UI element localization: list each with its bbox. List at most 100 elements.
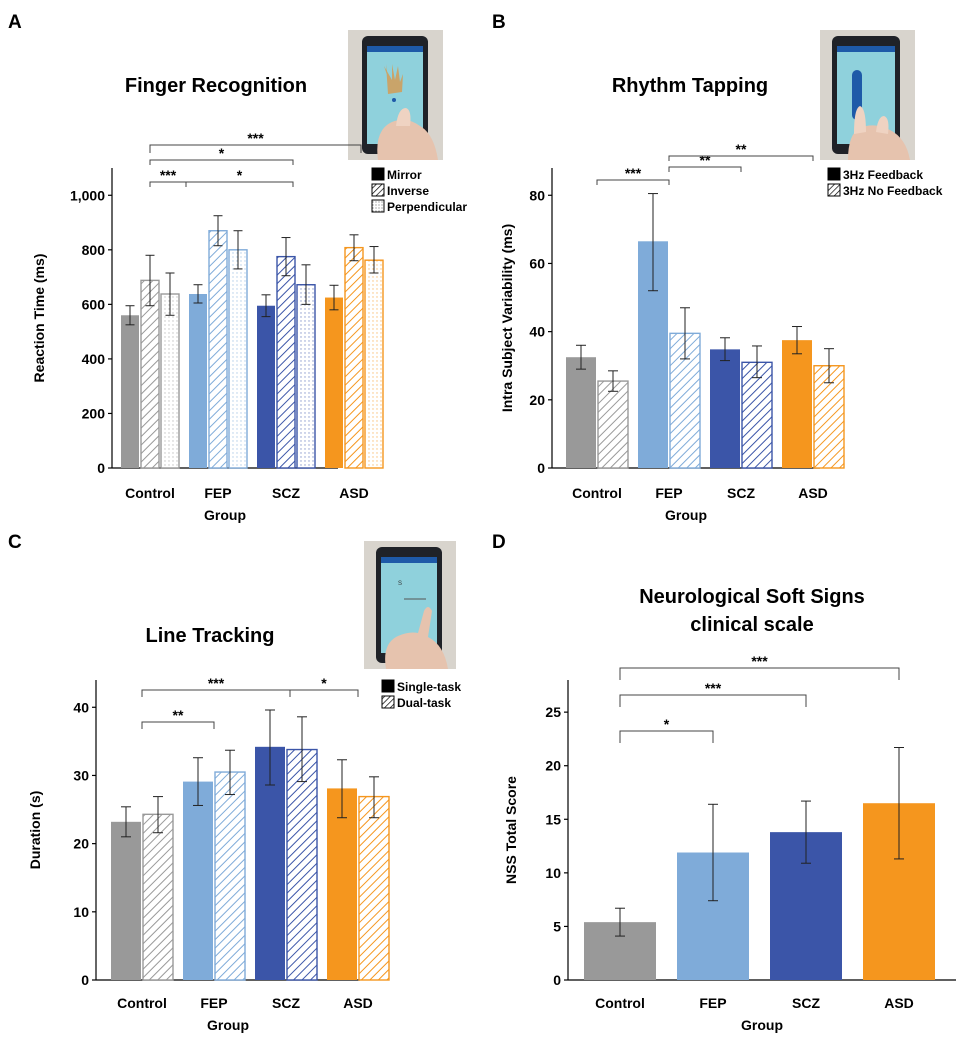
error-bar — [337, 759, 347, 819]
x-tick-label-fep: FEP — [699, 995, 726, 1011]
bar-scz-3hz-no-feedback — [741, 361, 773, 469]
significance-bracket: * — [185, 167, 294, 187]
error-bar — [608, 370, 618, 392]
y-tick-label: 0 — [97, 460, 105, 476]
y-tick-label: 60 — [529, 255, 545, 271]
y-tick-label: 200 — [82, 405, 106, 421]
y-axis-label: Reaction Time (ms) — [31, 254, 47, 383]
x-tick-label-control: Control — [125, 485, 175, 501]
bar-scz-mirror — [257, 305, 275, 468]
y-tick-label: 80 — [529, 187, 545, 203]
bar-control-mirror — [121, 315, 139, 468]
bar-scz-perpendicular — [296, 284, 316, 469]
x-tick-label-scz: SCZ — [727, 485, 755, 501]
plot-rhythm-tapping: 0 20 40 60 80 Intra Subject Variability (ms) C… — [499, 141, 943, 523]
significance-bracket: *** — [619, 653, 900, 680]
legend-swatch — [371, 183, 385, 197]
y-tick-label: 10 — [73, 904, 89, 920]
bar-asd-single-task — [327, 788, 357, 980]
legend: Single-task Dual-task — [381, 679, 461, 710]
significance-label: * — [321, 675, 327, 691]
error-bar — [121, 806, 131, 838]
bar-scz-inverse — [276, 255, 296, 469]
error-bar — [329, 284, 339, 311]
error-bar — [615, 907, 625, 937]
y-tick-label: 0 — [553, 972, 561, 988]
significance-bracket: *** — [596, 165, 670, 185]
bar-scz-3hz-feedback — [710, 349, 740, 468]
error-bar — [233, 230, 243, 270]
legend-swatch — [827, 183, 841, 197]
y-tick-label: 20 — [545, 758, 561, 774]
error-bar — [648, 193, 658, 292]
panel-letter-d: D — [492, 532, 506, 553]
y-tick-label: 400 — [82, 351, 106, 367]
x-tick-label-control: Control — [572, 485, 622, 501]
legend: Mirror Inverse Perpendicular — [371, 167, 467, 214]
panel-letter-a: A — [8, 12, 22, 33]
x-tick-label-fep: FEP — [204, 485, 231, 501]
y-tick-label: 20 — [529, 392, 545, 408]
x-tick-label-scz: SCZ — [792, 995, 820, 1011]
x-tick-label-scz: SCZ — [272, 485, 300, 501]
legend-label: Dual-task — [397, 696, 451, 710]
x-tick-label-asd: ASD — [884, 995, 914, 1011]
legend-label: Inverse — [387, 184, 429, 198]
bar-control-3hz-feedback — [566, 357, 596, 468]
x-tick-label-asd: ASD — [339, 485, 369, 501]
y-tick-label: 800 — [82, 242, 106, 258]
significance-label: ** — [173, 707, 184, 723]
y-axis-label: Intra Subject Variability (ms) — [499, 224, 515, 412]
bar-fep-dual-task — [214, 771, 246, 981]
y-tick-label: 10 — [545, 865, 561, 881]
bar-asd-dual-task — [358, 795, 390, 981]
chart-title-d-line1: Neurological Soft Signs — [639, 586, 865, 608]
chart-title-a: Finger Recognition — [125, 75, 307, 97]
error-bar — [576, 344, 586, 370]
error-bar — [193, 284, 203, 304]
legend-label: Mirror — [387, 168, 422, 182]
plot-line-tracking: 0 10 20 30 40 Duration (s) Control FEP SCZ ASD Gro… — [27, 675, 461, 1033]
error-bar — [369, 776, 379, 819]
significance-label: *** — [208, 675, 225, 691]
bar-fep-mirror — [189, 294, 207, 468]
bar-asd-mirror — [325, 297, 343, 468]
inset-photo-b — [820, 30, 915, 160]
bar-control-3hz-no-feedback — [597, 380, 629, 469]
significance-bracket: ** — [668, 141, 814, 161]
error-bar — [125, 305, 135, 326]
error-bar — [213, 215, 223, 247]
significance-bracket: *** — [149, 130, 362, 153]
significance-label: * — [219, 145, 225, 161]
legend-swatch — [827, 167, 841, 181]
significance-bracket: * — [619, 716, 714, 743]
error-bar — [894, 747, 904, 860]
y-tick-label: 0 — [81, 972, 89, 988]
legend-label: 3Hz Feedback — [843, 168, 923, 182]
bar-fep-inverse — [208, 230, 228, 469]
chart-title-c: Line Tracking — [146, 625, 275, 647]
bar-control-single-task — [111, 821, 141, 980]
legend-swatch — [381, 695, 395, 709]
y-tick-label: 15 — [545, 811, 561, 827]
error-bar — [281, 237, 291, 277]
error-bar — [265, 709, 275, 786]
error-bar — [752, 345, 762, 379]
significance-label: ** — [700, 152, 711, 168]
error-bar — [720, 337, 730, 362]
significance-bracket: *** — [619, 680, 807, 707]
significance-label: ** — [736, 141, 747, 157]
error-bar — [792, 326, 802, 355]
y-tick-label: 40 — [529, 324, 545, 340]
significance-label: * — [664, 716, 670, 732]
error-bar — [680, 307, 690, 360]
inset-photo-a — [348, 30, 443, 160]
bar-control-perpendicular — [160, 293, 180, 469]
bar-asd-inverse — [344, 246, 364, 469]
error-bar — [801, 800, 811, 864]
y-tick-label: 40 — [73, 699, 89, 715]
significance-bracket: *** — [149, 167, 187, 187]
bar-fep-perpendicular — [228, 249, 248, 469]
legend-swatch — [371, 167, 385, 181]
